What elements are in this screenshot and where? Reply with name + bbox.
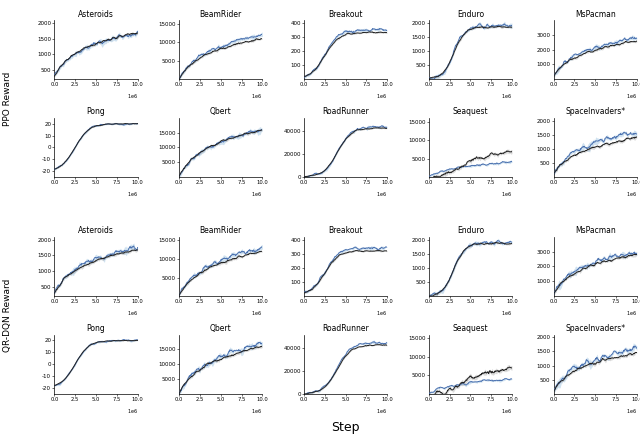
- Title: Qbert: Qbert: [210, 324, 232, 333]
- Title: RoadRunner: RoadRunner: [322, 107, 369, 116]
- Text: $\mathregular{1e6}$: $\mathregular{1e6}$: [501, 309, 512, 317]
- Text: $\mathregular{1e6}$: $\mathregular{1e6}$: [626, 190, 637, 198]
- Title: BeamRider: BeamRider: [200, 227, 242, 235]
- Text: $\mathregular{1e6}$: $\mathregular{1e6}$: [376, 309, 387, 317]
- Title: RoadRunner: RoadRunner: [322, 324, 369, 333]
- Text: $\mathregular{1e6}$: $\mathregular{1e6}$: [376, 190, 387, 198]
- Title: Breakout: Breakout: [328, 227, 363, 235]
- Text: $\mathregular{1e6}$: $\mathregular{1e6}$: [127, 190, 138, 198]
- Text: $\mathregular{1e6}$: $\mathregular{1e6}$: [252, 190, 262, 198]
- Title: MsPacman: MsPacman: [575, 9, 616, 19]
- Text: $\mathregular{1e6}$: $\mathregular{1e6}$: [376, 92, 387, 100]
- Title: Pong: Pong: [86, 107, 106, 116]
- Title: SpaceInvaders*: SpaceInvaders*: [565, 324, 625, 333]
- Text: $\mathregular{1e6}$: $\mathregular{1e6}$: [501, 190, 512, 198]
- Title: Enduro: Enduro: [457, 9, 484, 19]
- Title: Qbert: Qbert: [210, 107, 232, 116]
- Text: $\mathregular{1e6}$: $\mathregular{1e6}$: [501, 407, 512, 415]
- Text: $\mathregular{1e6}$: $\mathregular{1e6}$: [252, 92, 262, 100]
- Title: MsPacman: MsPacman: [575, 227, 616, 235]
- Title: Enduro: Enduro: [457, 227, 484, 235]
- Title: BeamRider: BeamRider: [200, 9, 242, 19]
- Text: QR-DQN Reward: QR-DQN Reward: [3, 279, 12, 352]
- Text: $\mathregular{1e6}$: $\mathregular{1e6}$: [127, 407, 138, 415]
- Text: $\mathregular{1e6}$: $\mathregular{1e6}$: [376, 407, 387, 415]
- Text: $\mathregular{1e6}$: $\mathregular{1e6}$: [127, 309, 138, 317]
- Text: $\mathregular{1e6}$: $\mathregular{1e6}$: [626, 309, 637, 317]
- Title: Breakout: Breakout: [328, 9, 363, 19]
- Title: Pong: Pong: [86, 324, 106, 333]
- Text: $\mathregular{1e6}$: $\mathregular{1e6}$: [252, 309, 262, 317]
- Title: Seaquest: Seaquest: [452, 324, 488, 333]
- Text: $\mathregular{1e6}$: $\mathregular{1e6}$: [626, 92, 637, 100]
- Text: $\mathregular{1e6}$: $\mathregular{1e6}$: [626, 407, 637, 415]
- Text: $\mathregular{1e6}$: $\mathregular{1e6}$: [501, 92, 512, 100]
- Title: Asteroids: Asteroids: [78, 9, 114, 19]
- Text: $\mathregular{1e6}$: $\mathregular{1e6}$: [252, 407, 262, 415]
- Title: SpaceInvaders*: SpaceInvaders*: [565, 107, 625, 116]
- Text: Step: Step: [332, 421, 360, 434]
- Text: $\mathregular{1e6}$: $\mathregular{1e6}$: [127, 92, 138, 100]
- Text: PPO Reward: PPO Reward: [3, 71, 12, 126]
- Title: Seaquest: Seaquest: [452, 107, 488, 116]
- Title: Asteroids: Asteroids: [78, 227, 114, 235]
